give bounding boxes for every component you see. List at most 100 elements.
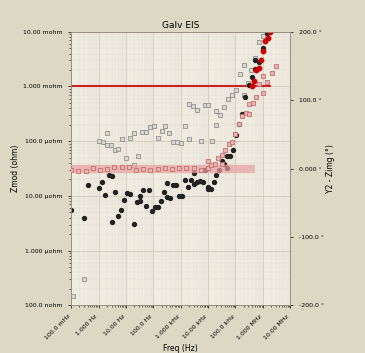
Point (96, 138, 101, 144)
Point (111, 164, 117, 169)
Point (273, 63, 279, 68)
Point (233, 131, 238, 137)
Point (237, 71, 243, 76)
Point (256, 59, 262, 65)
Point (264, 30, 270, 36)
Point (109, 220, 115, 225)
Point (219, 158, 224, 164)
Point (233, 132, 238, 137)
Point (103, 193, 108, 198)
Point (260, 48, 266, 54)
Point (127, 192, 133, 197)
Point (166, 130, 172, 136)
Point (208, 162, 214, 167)
Point (251, 78, 257, 83)
Point (158, 128, 164, 134)
Point (256, 65, 262, 71)
Point (217, 112, 223, 118)
Point (243, 110, 249, 115)
Point (131, 131, 137, 136)
Point (274, 4, 280, 10)
Point (99, 179, 105, 185)
Point (85, 183, 91, 188)
Point (124, 190, 130, 196)
Point (119, 164, 124, 170)
Point (112, 147, 118, 152)
Point (253, 67, 259, 73)
Point (81, 276, 87, 282)
Point (104, 131, 110, 136)
Point (147, 167, 153, 173)
Point (251, 57, 257, 62)
Point (272, 14, 277, 20)
Point (140, 187, 146, 193)
Point (213, 122, 219, 128)
Point (108, 142, 114, 148)
Point (135, 153, 141, 158)
Point (225, 96, 231, 102)
Point (123, 155, 129, 161)
Point (164, 180, 170, 186)
Point (260, 73, 266, 79)
Point (258, 57, 264, 63)
Point (155, 135, 161, 140)
Point (215, 156, 221, 161)
Point (267, 29, 273, 35)
Point (122, 197, 127, 203)
Point (182, 123, 188, 128)
Point (137, 193, 142, 199)
Point (208, 186, 214, 191)
Point (230, 148, 236, 153)
Y-axis label: Y2 - Zimg (°): Y2 - Zimg (°) (326, 144, 335, 193)
Point (246, 101, 252, 107)
Point (222, 147, 228, 152)
Y-axis label: Zmod (ohm): Zmod (ohm) (11, 145, 20, 192)
Point (200, 179, 205, 185)
Point (213, 172, 219, 178)
Point (221, 104, 227, 109)
Point (194, 107, 200, 113)
Point (161, 189, 167, 195)
Point (104, 142, 110, 148)
Point (190, 103, 196, 109)
Point (81, 215, 87, 221)
Point (202, 167, 208, 173)
Point (118, 207, 124, 213)
Point (251, 66, 257, 72)
Point (173, 183, 179, 188)
Point (241, 92, 246, 98)
Point (212, 161, 218, 167)
Point (239, 113, 245, 119)
Point (236, 121, 242, 127)
Point (269, 71, 275, 76)
Point (186, 136, 192, 142)
Point (112, 190, 118, 195)
Point (205, 102, 211, 107)
Point (224, 165, 230, 170)
Point (205, 186, 211, 192)
Point (167, 195, 173, 201)
Point (210, 138, 215, 143)
Point (68, 207, 74, 213)
Point (201, 102, 207, 108)
Point (219, 152, 224, 158)
Point (239, 111, 245, 116)
Point (205, 165, 211, 170)
Point (194, 179, 200, 185)
Point (137, 198, 142, 204)
Point (268, 19, 274, 25)
Point (155, 166, 161, 172)
Point (182, 177, 188, 183)
Point (127, 135, 133, 141)
Point (131, 222, 137, 227)
Point (139, 129, 145, 134)
Point (115, 214, 121, 219)
Point (147, 125, 153, 130)
Point (176, 165, 182, 170)
Point (191, 170, 197, 175)
Point (268, 6, 274, 11)
Point (250, 100, 256, 106)
Point (106, 173, 112, 178)
Title: Galv EIS: Galv EIS (162, 20, 199, 30)
Point (184, 165, 189, 171)
